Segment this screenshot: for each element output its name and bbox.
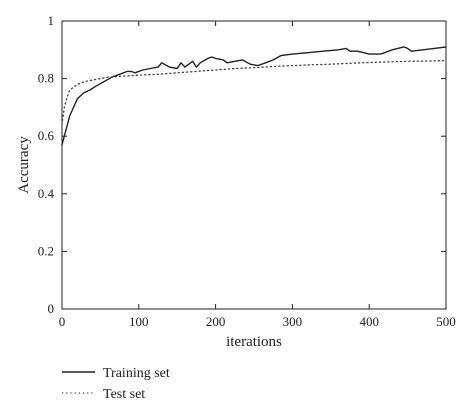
x-tick-label: 500	[436, 314, 456, 329]
series-lines	[61, 46, 447, 146]
y-axis-label: Accuracy	[16, 136, 32, 194]
x-tick-label: 400	[359, 314, 379, 329]
x-tick-label: 100	[129, 314, 149, 329]
legend-test-label: Test set	[103, 387, 145, 402]
x-tick-label: 300	[283, 314, 303, 329]
test-set-line	[61, 60, 447, 126]
plot-frame	[61, 20, 447, 310]
legend-training-label: Training set	[103, 366, 170, 381]
axis-ticks	[61, 20, 447, 310]
y-tick-label: 0.2	[38, 243, 54, 258]
x-tick-label: 200	[206, 314, 226, 329]
training-set-line	[61, 46, 447, 146]
y-tick-label: 0.6	[38, 128, 55, 143]
x-axis-label: iterations	[226, 334, 282, 350]
y-tick-label: 0.4	[38, 186, 55, 201]
y-tick-label: 0.8	[38, 71, 54, 86]
x-tick-label: 0	[59, 314, 66, 329]
axis-tick-labels: 0 100 200 300 400 500 0 0.2 0.4 0.6 0.8 1	[38, 13, 456, 329]
y-tick-label: 1	[48, 13, 55, 28]
legend: Training set Test set	[62, 366, 170, 402]
y-tick-label: 0	[48, 301, 55, 316]
